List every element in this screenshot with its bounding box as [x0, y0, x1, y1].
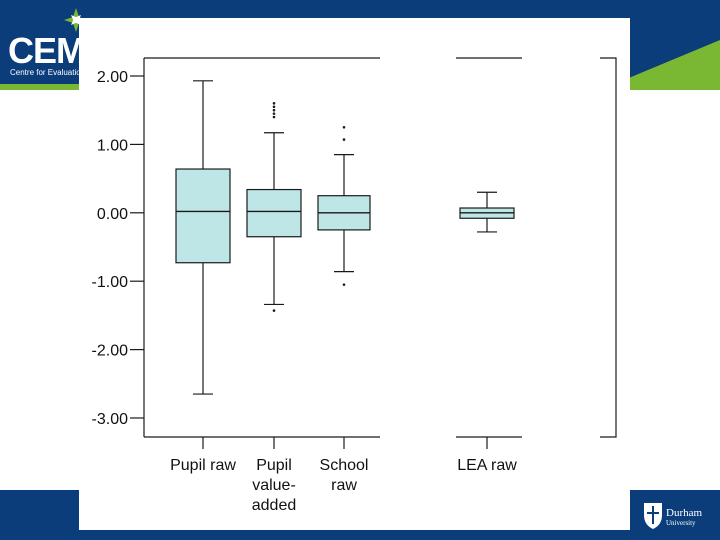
- outlier-point: [272, 108, 276, 112]
- x-category-label: value-: [252, 477, 296, 494]
- y-tick-label: 0.00: [97, 206, 128, 223]
- y-tick-label: 1.00: [97, 137, 128, 154]
- durham-crest-icon: [644, 503, 662, 529]
- cem-logo: CEM: [8, 30, 86, 71]
- header-green-swoosh: [600, 40, 720, 90]
- y-tick-label: -2.00: [92, 343, 129, 360]
- outlier-point: [272, 112, 276, 115]
- x-category-label: added: [252, 497, 297, 514]
- boxplot-chart: 2.00 1.00 0.00 -1.00 -2.00 -3.00 Pupil raw Pupi…: [92, 57, 617, 514]
- x-category-label: raw: [331, 477, 357, 494]
- y-tick-label: -3.00: [92, 411, 129, 428]
- x-category-label: Pupil: [256, 457, 292, 474]
- durham-name: Durham: [666, 507, 703, 519]
- logo-green-underline: [0, 84, 80, 90]
- right-bracket: [600, 57, 617, 438]
- durham-university-wordmark: Durham University: [666, 507, 703, 528]
- outlier-point: [342, 126, 346, 129]
- x-category-label: LEA raw: [457, 457, 517, 474]
- outlier-point: [272, 115, 276, 119]
- y-tick-label: 2.00: [97, 69, 128, 86]
- durham-sub: University: [666, 519, 696, 527]
- outlier-point: [272, 309, 276, 312]
- x-category-label: Pupil raw: [170, 457, 236, 474]
- y-tick-label: -1.00: [92, 274, 129, 291]
- box-0: [175, 168, 231, 264]
- star-icon: [64, 8, 88, 32]
- outlier-point: [272, 105, 276, 109]
- chart-panel: 2.00 1.00 0.00 -1.00 -2.00 -3.00 Pupil raw Pupi…: [79, 18, 630, 530]
- x-category-label: School: [320, 457, 369, 474]
- cem-tagline: Centre for Evaluation: [10, 68, 86, 77]
- outlier-point: [342, 138, 346, 141]
- box-1: [246, 188, 302, 238]
- outlier-point: [272, 102, 276, 105]
- outlier-point: [342, 283, 346, 286]
